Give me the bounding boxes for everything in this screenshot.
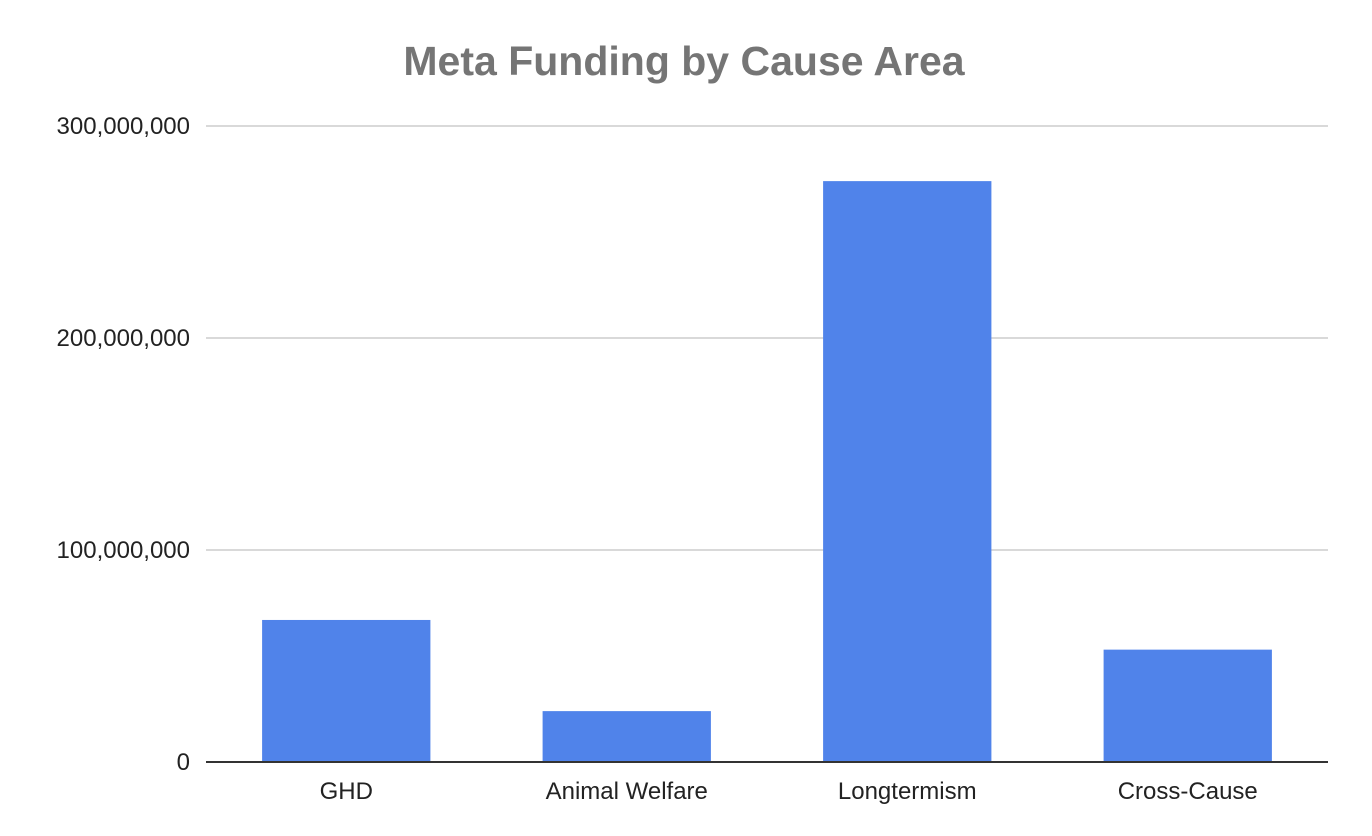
x-tick-label: Animal Welfare — [546, 778, 708, 805]
gridlines — [206, 125, 1328, 551]
bar-cross-cause — [1103, 649, 1272, 762]
y-tick-label: 0 — [177, 749, 190, 776]
bar-longtermism — [823, 181, 992, 762]
y-tick-label: 200,000,000 — [57, 325, 190, 352]
x-tick-label: GHD — [320, 778, 373, 805]
x-tick-label: Cross-Cause — [1118, 778, 1258, 805]
y-tick-label: 100,000,000 — [57, 537, 190, 564]
bar-animal-welfare — [542, 711, 711, 762]
bar-ghd — [262, 619, 431, 762]
axes: 0 100,000,000 200,000,000 300,000,000 GHD Ani… — [57, 113, 1328, 805]
x-tick-label: Longtermism — [838, 778, 977, 805]
y-tick-label: 300,000,000 — [57, 113, 190, 140]
bars — [262, 181, 1272, 762]
chart-title: Meta Funding by Cause Area — [403, 38, 965, 84]
